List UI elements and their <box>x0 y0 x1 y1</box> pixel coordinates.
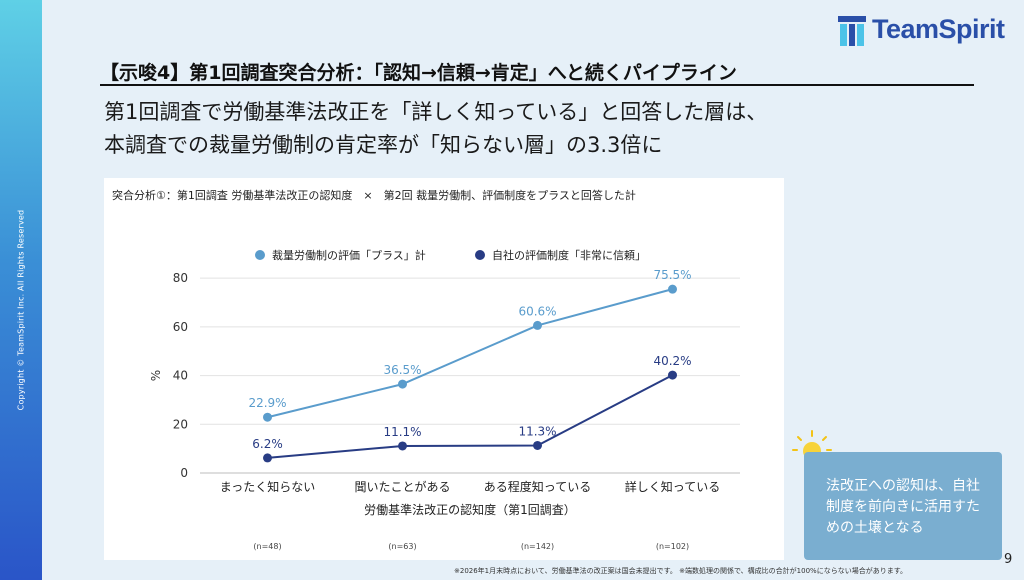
x-axis-label: 労働基準法改正の認知度（第1回調査） <box>364 502 576 517</box>
x-tick-label: 聞いたことがある <box>354 479 450 494</box>
sample-size-label: (n=48) <box>253 542 281 551</box>
chart-card: 突合分析①：第1回調査 労働基準法改正の認知度 × 第2回 裁量労働制、評価制度… <box>104 178 784 560</box>
slide-subhead: 第1回調査で労働基準法改正を「詳しく知っている」と回答した層は、 本調査での裁量… <box>104 96 767 162</box>
left-brand-band: Copyright © TeamSpirit Inc. All Rights R… <box>0 0 42 580</box>
teamspirit-logo: TeamSpirit <box>836 12 1016 52</box>
copyright-text: Copyright © TeamSpirit Inc. All Rights R… <box>16 209 26 411</box>
chart-title: 突合分析①：第1回調査 労働基準法改正の認知度 × 第2回 裁量労働制、評価制度… <box>112 189 636 202</box>
slide-headline: 【示唆4】第1回調査突合分析：「認知→信頼→肯定」へと続くパイプライン <box>100 62 737 84</box>
x-tick-label: 詳しく知っている <box>625 479 720 494</box>
data-label: 11.3% <box>518 424 556 438</box>
legend-marker <box>475 250 485 260</box>
data-point <box>398 379 407 389</box>
x-tick-label: ある程度知っている <box>484 479 591 494</box>
series-line <box>267 374 673 459</box>
subhead-line-2: 本調査での裁量労働制の肯定率が「知らない層」の3.3倍に <box>104 133 663 157</box>
legend-marker <box>255 250 265 260</box>
x-tick-label: まったく知らない <box>220 480 316 494</box>
logo-mark-icon <box>838 16 866 46</box>
data-point <box>533 440 542 450</box>
headline-underline <box>100 84 974 86</box>
line-chart: 0 20 40 60 80% まったく知らない 聞いたことがある ある程度知っている 詳しく知っ… <box>149 248 740 551</box>
data-label: 6.2% <box>252 437 283 451</box>
legend-label: 裁量労働制の評価「プラス」計 <box>272 248 426 262</box>
logo-wordmark: TeamSpirit <box>872 14 1005 44</box>
y-tick-label: 0 <box>180 466 188 480</box>
data-label: 40.2% <box>653 354 691 368</box>
footnote: ※2026年1月末時点において、労働基準法の改正案は国会未提出です。 ※端数処理… <box>454 567 907 575</box>
data-label: 36.5% <box>383 363 421 377</box>
y-tick-label: 20 <box>173 417 188 431</box>
data-point <box>398 441 407 451</box>
callout-text: 法改正への認知は、自社制度を前向きに活用すための土壌となる <box>826 478 980 536</box>
data-label: 11.1% <box>383 425 421 439</box>
page-number: 9 <box>1004 552 1013 567</box>
data-label: 75.5% <box>653 268 691 282</box>
data-point <box>668 370 677 380</box>
sample-size-label: (n=63) <box>388 542 416 551</box>
sample-size-label: (n=102) <box>656 542 689 551</box>
data-label: 22.9% <box>248 396 286 410</box>
insight-callout: 法改正への認知は、自社制度を前向きに活用すための土壌となる <box>804 452 1002 560</box>
legend-label: 自社の評価制度「非常に信頼」 <box>492 248 646 262</box>
sample-size-label: (n=142) <box>521 542 554 551</box>
data-point <box>263 412 272 422</box>
data-point <box>533 320 542 330</box>
y-tick-label: 60 <box>173 320 188 334</box>
y-axis-label: % <box>149 370 163 381</box>
data-label: 60.6% <box>518 304 556 318</box>
data-point <box>263 453 272 463</box>
y-tick-label: 40 <box>173 369 188 383</box>
y-tick-label: 80 <box>173 271 188 285</box>
series-line <box>267 288 673 419</box>
data-point <box>668 284 677 294</box>
subhead-line-1: 第1回調査で労働基準法改正を「詳しく知っている」と回答した層は、 <box>104 100 768 124</box>
